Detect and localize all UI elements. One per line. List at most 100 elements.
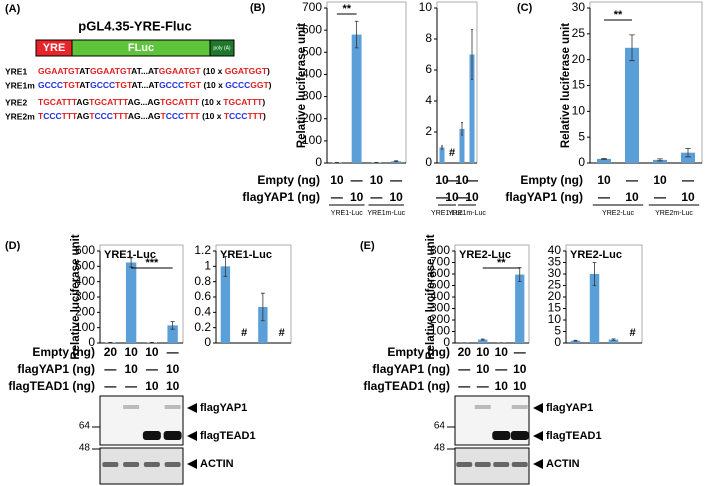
bar [439,147,445,163]
sequence-part: TGT [63,80,81,90]
sequence-part: AG [77,111,90,121]
sequence-part: (10 x [201,80,225,90]
bar [597,158,611,163]
y-tick-label: 700 [302,0,322,14]
y-tick-label: 25 [548,278,562,292]
sequence-name: YRE2 [5,97,27,107]
error-bar [629,34,635,62]
y-axis-label: Relative luciferase unit [560,23,572,148]
polya-box [209,39,235,57]
y-tick-label: 0.8 [194,274,211,288]
sequence-part: GGAATGT [90,66,133,76]
condition-value: 10 [166,362,180,376]
bar [391,161,402,163]
bar [625,47,639,163]
bar [167,325,178,343]
error-bar [611,338,616,341]
condition-label: Empty (ng) [387,345,450,359]
condition-value: 10 [370,173,384,187]
condition-label: Empty (ng) [32,345,95,359]
panel-letter: (D) [5,240,21,252]
band-arrow [533,459,543,469]
condition-value: 10 [330,173,344,187]
y-tick-label: 2 [425,124,432,138]
error-bar [592,262,597,286]
plot-frame [326,1,407,164]
band [143,462,160,467]
band [102,462,119,467]
condition-value: — [167,345,179,359]
y-tick-label: 15 [572,78,586,92]
y-tick-label: 300 [430,301,450,315]
condition-value: 10 [350,190,364,204]
condition-label: flagTEAD1 (ng) [8,379,95,393]
condition-value: — [104,379,116,393]
sequence-part: AT [79,80,91,90]
y-tick-label: 5 [578,129,585,143]
band [164,405,181,409]
condition-value: 10 [513,362,527,376]
error-bar [441,145,443,150]
sequence-part: TTT [62,111,78,121]
bar [515,274,525,343]
y-tick-label: 10 [572,104,586,118]
y-tick-label: 20 [572,52,586,66]
condition-value: 10 [124,362,138,376]
y-tick-label: 4 [425,93,432,107]
bar [608,339,619,343]
condition-value: 10 [445,190,459,204]
group-label: YRE2m-Luc [655,210,693,217]
condition-value: — [104,362,116,376]
band [474,462,491,467]
y-tick-label: 400 [430,289,450,303]
condition-value: — [495,362,507,376]
condition-value: 10 [653,173,667,187]
y-tick-label: 10 [548,312,562,326]
value-label: # [241,327,247,339]
band [510,431,529,440]
bar [459,128,465,163]
error-bar [354,20,359,49]
marker-label: 48 [434,443,446,454]
y-tick-label: 300 [302,89,322,103]
condition-value: — [436,190,448,204]
sequence-part: CCC [166,111,184,121]
band [164,462,181,467]
y-tick-label: 0.2 [194,320,211,334]
y-tick-label: 700 [430,255,450,269]
y-tick-label: 0 [315,155,322,169]
y-tick-label: 30 [572,0,586,14]
band [474,405,491,409]
chart-label: YRE1-Luc [104,249,156,261]
error-bar [394,160,399,163]
marker-label: 64 [79,421,91,432]
bar [469,54,475,163]
sequence: TGCATTTAGTGCATTTAG...AGTGCATTT (10 x TGC… [38,97,265,107]
sequence-part: GCCC [38,80,63,90]
marker-label: 64 [434,421,446,432]
sequence-part: TTT [184,111,200,121]
sequence-part: TGT [184,80,202,90]
y-tick-label: 400 [75,274,95,288]
condition-value: 10 [435,173,449,187]
y-tick-label: 5 [554,324,561,338]
condition-value: — [514,345,526,359]
band [142,431,161,440]
sequence-name: YRE1m [5,80,35,90]
condition-value: — [458,379,470,393]
y-tick-label: 0 [88,335,95,349]
band-arrow [187,431,197,441]
band-label: flagTEAD1 [200,430,256,442]
sequence-part: AT...AT [131,66,159,76]
sequence-part: TGCATTT [160,97,200,107]
y-tick-label: 600 [430,266,450,280]
error-bar [480,338,485,341]
sequence-part: AG...AG [128,111,161,121]
y-tick-label: 1 [204,259,211,273]
value-label: # [279,327,285,339]
condition-value: 10 [476,345,490,359]
y-tick-label: 0 [204,335,211,349]
y-tick-label: 400 [302,67,322,81]
error-bar [471,29,473,80]
error-bar [461,122,463,136]
